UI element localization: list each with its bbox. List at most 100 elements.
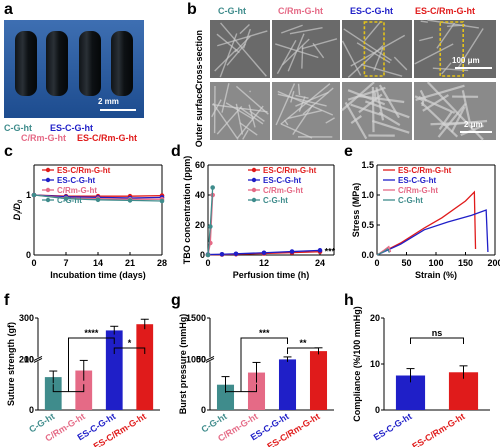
significance-bracket [410, 337, 464, 344]
sem-fiber [420, 20, 428, 23]
sem-fiber [281, 24, 303, 34]
sem-fiber [217, 30, 268, 47]
x-tick-label: 12 [259, 258, 269, 268]
panel-label-h: h [344, 292, 354, 309]
y-axis-label: Stress (MPa) [351, 183, 361, 238]
x-tick-label: 28 [157, 258, 167, 268]
legend-marker [251, 167, 257, 173]
legend-marker [45, 167, 51, 173]
b-col-1: C-G-ht [218, 6, 246, 16]
sem-tile [341, 20, 412, 78]
y-tick-label: 0 [29, 405, 34, 415]
b-col-2: C/Rm-G-ht [278, 6, 323, 16]
chart-f: 010200300C-G-htC/Rm-G-htES-C-G-htES-C/Rm… [6, 313, 164, 447]
sem-fiber [350, 103, 382, 116]
data-point [317, 248, 323, 253]
legend-marker [45, 197, 51, 203]
data-point [63, 196, 69, 201]
x-tick-label: 24 [315, 258, 325, 268]
y-tick-label: 200 [19, 354, 34, 364]
significance-bracket [287, 347, 319, 354]
y-axis-label: Di/D0 [12, 199, 24, 220]
y-axis-label: Burst pressure (mmHg) [178, 314, 188, 415]
sem-fiber [297, 83, 301, 96]
y-tick-label: 0.0 [361, 250, 374, 260]
significance-label: * [128, 338, 132, 348]
panel-label-e: e [344, 143, 353, 160]
sem-fiber [347, 86, 386, 101]
data-point [210, 185, 215, 190]
y-tick-label: 1 [26, 190, 31, 200]
sem-fiber [427, 19, 479, 29]
sem-fiber [235, 85, 269, 115]
sem-fiber [373, 46, 384, 71]
y-tick-label: 10 [24, 354, 34, 364]
sem-fiber [290, 91, 295, 103]
sem-fiber [221, 83, 230, 113]
bar [105, 330, 123, 410]
significance-bracket [240, 337, 288, 392]
sem-fiber [364, 20, 382, 42]
y-tick-label: 0 [200, 250, 205, 260]
sem-fiber [239, 23, 250, 35]
sem-fiber [371, 119, 410, 134]
sem-tile [341, 81, 412, 140]
y-tick-label: 1000 [186, 354, 206, 364]
sem-fiber [295, 94, 309, 99]
sem-fiber [421, 100, 425, 107]
y-axis-label-mid: /D [12, 203, 22, 214]
tube-2 [46, 31, 68, 96]
panel-b: C-G-ht C/Rm-G-ht ES-C-G-ht ES-C/Rm-G-ht … [194, 6, 496, 147]
sem-fiber [301, 45, 304, 69]
chart-e: 0 50 100 150 200 0.0 0.5 1.0 1.5 Strain (%) Stress… [351, 160, 500, 280]
y-axis-label: Compliance (%/100 mmHg) [352, 306, 362, 422]
panel-label-f: f [4, 292, 10, 309]
legend-label: C-G-ht [398, 196, 423, 205]
y-tick-label: 0 [375, 405, 380, 415]
sem-fiber [302, 87, 334, 115]
x-axis-label: Strain (%) [415, 270, 457, 280]
panel-label-c: c [4, 143, 13, 160]
b-row-1: Cross-section [194, 30, 204, 90]
data-point [289, 249, 295, 254]
sem-fiber [375, 87, 385, 121]
b-col-4: ES-C/Rm-G-ht [415, 6, 475, 16]
x-tick-label: 0 [205, 258, 210, 268]
data-point [233, 251, 239, 257]
scale-bar-label: 2 mm [98, 97, 119, 106]
data-point [205, 252, 211, 258]
x-axis-label: Perfusion time (h) [233, 270, 310, 280]
sem-fiber [287, 109, 322, 120]
legend-label: ES-C-G-ht [398, 176, 437, 185]
sem-fiber [344, 101, 368, 140]
axis-break-mark [33, 355, 43, 361]
sem-fiber [414, 95, 425, 102]
axis-break-gap [206, 357, 338, 362]
axis-break-mark [205, 357, 215, 363]
chart-d: 0 12 24 0 20 40 60 Perfusion time (h) TBO concen… [182, 156, 336, 280]
sem-tile [272, 20, 340, 78]
legend-label: ES-C/Rm-G-ht [57, 166, 111, 175]
y-tick-label: 300 [19, 313, 34, 323]
sem-fiber [219, 33, 238, 78]
sem-fiber [419, 36, 434, 42]
x-axis-label: Incubation time (days) [50, 270, 146, 280]
sem-fiber [371, 86, 375, 133]
sem-fiber [275, 43, 319, 59]
data-point [208, 224, 213, 229]
label-a-escght: ES-C-G-ht [50, 123, 93, 133]
b-col-3: ES-C-G-ht [350, 6, 393, 16]
legend-label: ES-C/Rm-G-ht [263, 166, 317, 175]
sem-fiber [325, 117, 335, 124]
sem-fiber [242, 129, 249, 140]
y-axis-label-sub: i [18, 212, 24, 214]
sem-fiber [220, 22, 267, 77]
legend-label: ES-C-G-ht [57, 176, 96, 185]
sem-fiber [239, 122, 258, 136]
sem-fiber [212, 103, 268, 113]
label-a-escrmght: ES-C/Rm-G-ht [77, 133, 137, 143]
significance-label: ns [432, 328, 443, 338]
axis-break-gap [34, 357, 164, 362]
legend-marker [45, 177, 51, 183]
